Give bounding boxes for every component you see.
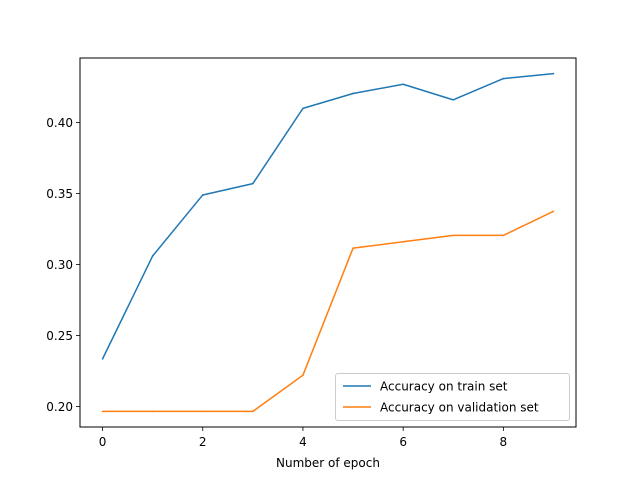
x-tick-label-3: 6 xyxy=(399,435,407,449)
legend-label-train: Accuracy on train set xyxy=(380,380,508,394)
data-point-s1-6 xyxy=(402,240,404,243)
data-point-s0-1 xyxy=(151,255,154,257)
y-tick-label-4: 0.40 xyxy=(46,116,73,130)
data-point-s1-5 xyxy=(352,247,354,249)
x-axis-title: Number of epoch xyxy=(276,456,380,470)
y-tick-label-1: 0.25 xyxy=(46,329,73,343)
data-point-s0-3 xyxy=(252,182,254,185)
legend-box xyxy=(335,373,570,421)
x-tick-label-4: 8 xyxy=(500,435,508,449)
series-layer xyxy=(101,72,555,413)
legend: Accuracy on train set Accuracy on valida… xyxy=(335,373,570,421)
ticks-layer: 0 2 4 6 8 0.20 0.25 0.30 0.35 0.40 xyxy=(46,116,507,449)
y-tick-label-0: 0.20 xyxy=(46,400,73,414)
data-point-s0-2 xyxy=(201,194,204,196)
data-point-s0-5 xyxy=(352,92,354,95)
legend-label-validation: Accuracy on validation set xyxy=(380,401,539,415)
data-point-s0-4 xyxy=(302,107,304,110)
x-tick-label-1: 2 xyxy=(199,435,207,449)
data-point-s1-9 xyxy=(552,210,555,213)
data-point-s0-7 xyxy=(452,99,455,101)
plot-area xyxy=(80,58,576,427)
data-point-s1-2 xyxy=(201,410,204,413)
data-point-s0-6 xyxy=(402,83,404,86)
series-line-0 xyxy=(101,72,554,360)
data-point-s1-0 xyxy=(101,410,104,413)
x-tick-label-0: 0 xyxy=(99,435,107,449)
data-point-s1-1 xyxy=(151,410,154,413)
data-point-s1-8 xyxy=(502,234,505,237)
data-point-s0-9 xyxy=(552,72,555,75)
data-point-s0-0 xyxy=(101,358,104,360)
plot-frame xyxy=(79,57,577,428)
x-tick-label-2: 4 xyxy=(299,435,307,449)
y-tick-label-2: 0.30 xyxy=(46,258,73,272)
data-point-s1-4 xyxy=(302,374,304,377)
data-point-s1-3 xyxy=(252,410,254,413)
data-point-s0-8 xyxy=(502,77,505,80)
series-line-1 xyxy=(102,210,554,413)
data-point-s1-7 xyxy=(452,234,455,237)
y-tick-label-3: 0.35 xyxy=(46,187,73,201)
